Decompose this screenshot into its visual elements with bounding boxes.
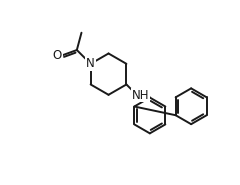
Text: NH: NH [132,88,150,102]
Text: O: O [53,49,62,62]
Text: N: N [86,57,95,70]
